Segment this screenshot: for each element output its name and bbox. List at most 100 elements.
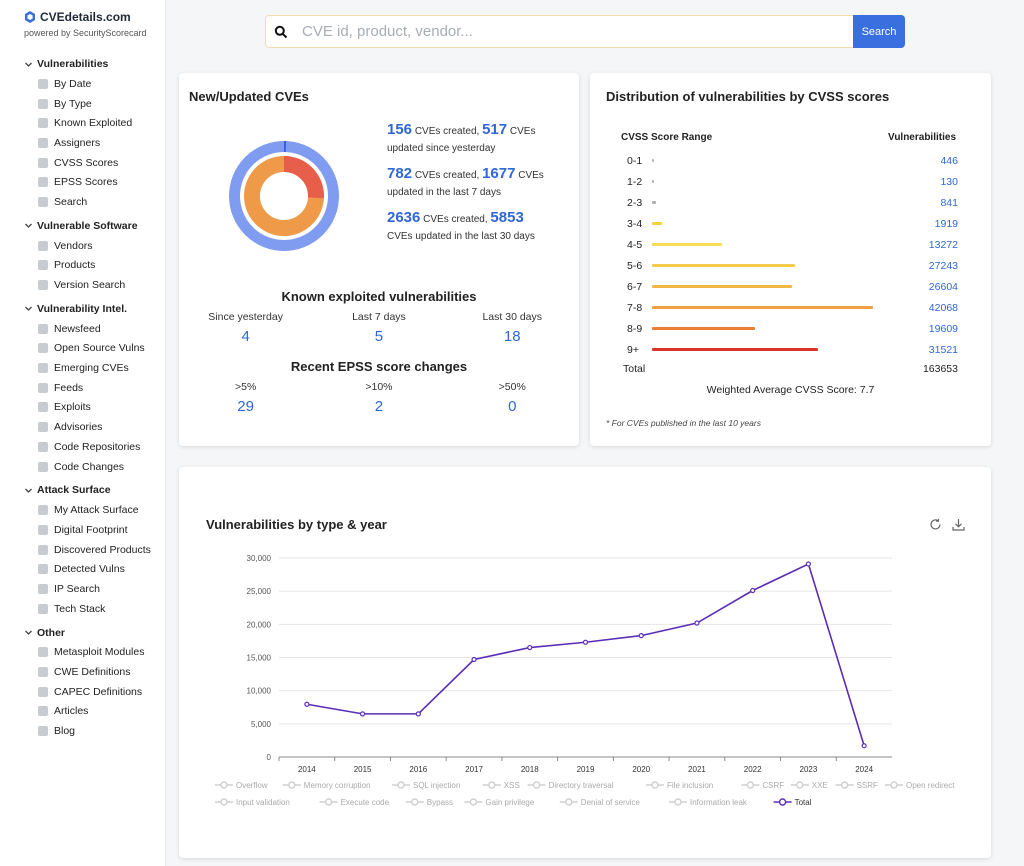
weighted-average: Weighted Average CVSS Score: 7.7 — [706, 384, 875, 396]
cvss-count[interactable]: 1919 — [934, 218, 958, 230]
legend-item-xxe[interactable]: XXE — [812, 781, 828, 790]
kev-value[interactable]: 5 — [374, 328, 384, 345]
sidebar-section-vulnerabilities[interactable]: Vulnerabilities — [24, 54, 164, 74]
updated-count[interactable]: 517 — [482, 121, 508, 138]
sidebar-item-code-changes[interactable]: Code Changes — [24, 457, 164, 477]
legend-item-total[interactable]: Total — [795, 798, 812, 807]
sidebar-item-code-repositories[interactable]: Code Repositories — [24, 437, 164, 457]
created-count[interactable]: 2636 — [387, 209, 421, 226]
sidebar-section-other[interactable]: Other — [24, 623, 164, 643]
sidebar-item-ip-search[interactable]: IP Search — [24, 579, 164, 599]
legend-item-file-inclusion[interactable]: File inclusion — [667, 781, 713, 790]
sidebar-item-epss-scores[interactable]: EPSS Scores — [24, 172, 164, 192]
cvss-bar — [652, 327, 755, 330]
sidebar-item-label: Detected Vulns — [54, 563, 125, 576]
legend-item-execute-code[interactable]: Execute code — [341, 798, 390, 807]
sidebar-section-vulnerability-intel[interactable]: Vulnerability Intel. — [24, 299, 164, 319]
legend-item-directory-traversal[interactable]: Directory traversal — [549, 781, 614, 790]
download-icon[interactable] — [952, 518, 965, 531]
sidebar-item-cvss-scores[interactable]: CVSS Scores — [24, 153, 164, 173]
sidebar-item-known-exploited[interactable]: Known Exploited — [24, 113, 164, 133]
sidebar-item-by-type[interactable]: By Type — [24, 94, 164, 114]
sidebar-section-label: Vulnerability Intel. — [37, 302, 128, 315]
sidebar-item-newsfeed[interactable]: Newsfeed — [24, 319, 164, 339]
created-count[interactable]: 156 — [387, 121, 413, 138]
epss-stats: >5% 29 >10% 2 >50% 0 — [179, 381, 579, 415]
kev-stat: Last 30 days 18 — [446, 311, 579, 345]
cvss-count[interactable]: 446 — [940, 155, 958, 167]
sidebar-item-products[interactable]: Products — [24, 256, 164, 276]
sidebar-item-discovered-products[interactable]: Discovered Products — [24, 540, 164, 560]
cvss-count[interactable]: 19609 — [928, 323, 958, 335]
diff-icon — [38, 461, 48, 472]
legend-item-information-leak[interactable]: Information leak — [690, 798, 748, 807]
sidebar-item-feeds[interactable]: Feeds — [24, 378, 164, 398]
sidebar-item-metasploit-modules[interactable]: Metasploit Modules — [24, 643, 164, 663]
sidebar-section-vulnerable-software[interactable]: Vulnerable Software — [24, 216, 164, 236]
sidebar-item-blog[interactable]: Blog — [24, 721, 164, 741]
legend-item-xss[interactable]: XSS — [504, 781, 520, 790]
x-tick-label: 2023 — [800, 765, 818, 774]
sidebar-item-exploits[interactable]: Exploits — [24, 398, 164, 418]
sidebar-item-open-source-vulns[interactable]: Open Source Vulns — [24, 339, 164, 359]
sidebar-item-search[interactable]: Search — [24, 192, 164, 212]
sidebar-item-capec-definitions[interactable]: CAPEC Definitions — [24, 682, 164, 702]
cvss-count[interactable]: 26604 — [928, 281, 958, 293]
sidebar-item-detected-vulns[interactable]: Detected Vulns — [24, 559, 164, 579]
epss-value[interactable]: 0 — [508, 398, 517, 415]
search-button[interactable]: Search — [853, 15, 905, 48]
legend-item-gain-privilege[interactable]: Gain privilege — [485, 798, 534, 807]
sidebar-item-label: Discovered Products — [54, 543, 151, 556]
cvss-count[interactable]: 841 — [940, 197, 958, 209]
sidebar-item-by-date[interactable]: By Date — [24, 74, 164, 94]
cvss-range: 9+ — [627, 344, 639, 356]
sidebar-item-emerging-cves[interactable]: Emerging CVEs — [24, 358, 164, 378]
legend-item-memory-corruption[interactable]: Memory corruption — [304, 781, 371, 790]
brand-name[interactable]: CVEdetails.com — [40, 10, 131, 24]
cvss-count[interactable]: 31521 — [928, 344, 958, 356]
kev-value[interactable]: 18 — [503, 328, 521, 345]
sidebar-item-tech-stack[interactable]: Tech Stack — [24, 599, 164, 619]
legend-item-overflow[interactable]: Overflow — [236, 781, 268, 790]
updated-count[interactable]: 5853 — [490, 209, 524, 226]
chevron-down-icon — [25, 62, 32, 67]
brand[interactable]: CVEdetails.com powered by SecurityScorec… — [24, 10, 147, 38]
created-count[interactable]: 782 — [387, 165, 413, 182]
epss-label: >10% — [365, 381, 393, 393]
chart-title: Vulnerabilities by type & year — [206, 517, 387, 532]
sidebar-item-assigners[interactable]: Assigners — [24, 133, 164, 153]
epss-title: Recent EPSS score changes — [290, 359, 468, 374]
cvss-count[interactable]: 130 — [940, 176, 958, 188]
sidebar-item-vendors[interactable]: Vendors — [24, 236, 164, 256]
legend-item-sql-injection[interactable]: SQL injection — [413, 781, 460, 790]
cvss-title: Distribution of vulnerabilities by CVSS … — [606, 89, 890, 104]
cvss-count[interactable]: 27243 — [928, 260, 958, 272]
legend-item-ssrf[interactable]: SSRF — [857, 781, 878, 790]
updated-count[interactable]: 1677 — [482, 165, 516, 182]
sidebar-section-attack-surface[interactable]: Attack Surface — [24, 480, 164, 500]
sidebar-item-digital-footprint[interactable]: Digital Footprint — [24, 520, 164, 540]
y-tick-label: 5,000 — [251, 720, 272, 729]
cvss-range: 6-7 — [627, 281, 643, 293]
epss-value[interactable]: 29 — [237, 398, 254, 415]
sidebar-item-cwe-definitions[interactable]: CWE Definitions — [24, 662, 164, 682]
refresh-icon[interactable] — [929, 518, 942, 531]
database-icon — [38, 343, 48, 354]
epss-value[interactable]: 2 — [374, 398, 384, 415]
legend-item-input-validation[interactable]: Input validation — [236, 798, 290, 807]
sidebar-item-version-search[interactable]: Version Search — [24, 275, 164, 295]
sidebar-item-advisories[interactable]: Advisories — [24, 417, 164, 437]
sidebar-item-label: Search — [54, 195, 88, 208]
legend-item-csrf[interactable]: CSRF — [762, 781, 784, 790]
sidebar-item-my-attack-surface[interactable]: My Attack Surface — [24, 500, 164, 520]
legend-item-bypass[interactable]: Bypass — [427, 798, 453, 807]
legend-item-denial-of-service[interactable]: Denial of service — [581, 798, 641, 807]
sidebar-item-label: Digital Footprint — [54, 523, 128, 536]
cvss-count[interactable]: 13272 — [928, 239, 958, 251]
location-icon — [38, 583, 48, 594]
kev-value[interactable]: 4 — [241, 328, 250, 345]
sidebar-item-articles[interactable]: Articles — [24, 702, 164, 722]
search-input[interactable] — [288, 23, 853, 40]
legend-item-open-redirect[interactable]: Open redirect — [906, 781, 955, 790]
cvss-count[interactable]: 42068 — [928, 302, 958, 314]
